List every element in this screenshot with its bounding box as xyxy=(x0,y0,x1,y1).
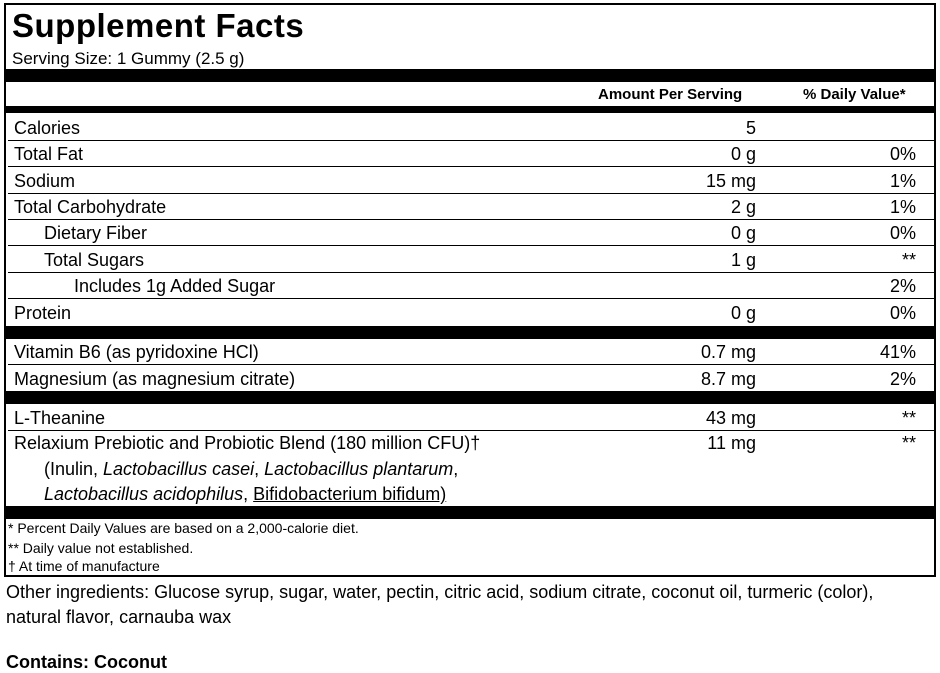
nutrient-row: Protein 0 g 0% xyxy=(8,300,934,326)
blend-ingredient: Bifidobacterium bifidum) xyxy=(253,484,447,504)
blend-name: Relaxium Prebiotic and Probiotic Blend (… xyxy=(14,433,481,453)
probiotic-blend-row: Relaxium Prebiotic and Probiotic Blend (… xyxy=(8,431,934,507)
nutrient-amount: 0.7 mg xyxy=(700,342,756,362)
nutrient-amount: 0 g xyxy=(730,303,756,323)
allergen-statement: Contains: Coconut xyxy=(6,652,167,672)
nutrient-dv: 1% xyxy=(889,171,916,191)
separator: , xyxy=(243,484,254,504)
nutrient-amount: 1 g xyxy=(730,250,756,270)
divider-thick xyxy=(6,69,934,82)
footnote: † At time of manufacture xyxy=(8,558,160,574)
nutrient-dv: ** xyxy=(901,408,916,428)
nutrient-row: Vitamin B6 (as pyridoxine HCl) 0.7 mg 41% xyxy=(8,339,934,365)
separator: , xyxy=(254,459,265,479)
blend-ingredients-line: (Inulin, Lactobacillus casei, Lactobacil… xyxy=(44,459,458,480)
separator: , xyxy=(453,459,459,479)
nutrient-amount: 5 xyxy=(745,118,756,138)
nutrient-name: L-Theanine xyxy=(14,408,106,428)
dv-header: % Daily Value* xyxy=(803,86,906,103)
nutrient-row: Dietary Fiber 0 g 0% xyxy=(8,220,934,246)
nutrient-name: Total Sugars xyxy=(44,250,145,270)
nutrient-row: Total Fat 0 g 0% xyxy=(8,141,934,167)
nutrient-name: Dietary Fiber xyxy=(44,223,148,243)
nutrient-amount: 0 g xyxy=(730,223,756,243)
nutrient-dv: 0% xyxy=(889,303,916,323)
footnote: * Percent Daily Values are based on a 2,… xyxy=(8,520,359,536)
nutrient-row: Magnesium (as magnesium citrate) 8.7 mg 2% xyxy=(8,366,934,392)
nutrient-dv: 1% xyxy=(889,197,916,217)
nutrient-row: Total Sugars 1 g ** xyxy=(8,247,934,273)
nutrient-dv: 0% xyxy=(889,223,916,243)
nutrient-row: Calories 5 xyxy=(8,115,934,141)
divider-thick xyxy=(6,106,934,113)
nutrient-name: Includes 1g Added Sugar xyxy=(74,276,276,296)
supplement-facts-panel: Supplement Facts Serving Size: 1 Gummy (… xyxy=(4,3,936,577)
nutrient-name: Calories xyxy=(14,118,81,138)
nutrient-dv: 2% xyxy=(889,369,916,389)
blend-dv: ** xyxy=(901,433,916,453)
divider-thick xyxy=(6,391,934,404)
blend-ingredients-line: Lactobacillus acidophilus, Bifidobacteri… xyxy=(44,484,446,505)
blend-amount: 11 mg xyxy=(707,433,756,453)
nutrient-amount: 15 mg xyxy=(705,171,756,191)
amount-header: Amount Per Serving xyxy=(598,86,743,103)
nutrient-name: Vitamin B6 (as pyridoxine HCl) xyxy=(14,342,259,362)
nutrient-dv: 41% xyxy=(879,342,916,362)
nutrient-dv: 2% xyxy=(889,276,916,296)
nutrient-amount: 8.7 mg xyxy=(700,369,756,389)
blend-ingredient: Lactobacillus plantarum xyxy=(264,459,454,479)
blend-ingredient: (Inulin, xyxy=(44,459,104,479)
nutrient-amount: 0 g xyxy=(730,144,756,164)
nutrient-name: Total Fat xyxy=(14,144,84,164)
footnote: ** Daily value not established. xyxy=(8,540,194,556)
nutrient-dv: 0% xyxy=(889,144,916,164)
nutrient-row: Sodium 15 mg 1% xyxy=(8,168,934,194)
divider-thick xyxy=(6,506,934,519)
nutrient-row: L-Theanine 43 mg ** xyxy=(8,405,934,431)
nutrient-dv: ** xyxy=(901,250,916,270)
nutrient-name: Sodium xyxy=(14,171,76,191)
other-ingredients: Other ingredients: Glucose syrup, sugar,… xyxy=(6,582,874,627)
blend-ingredient: Lactobacillus acidophilus xyxy=(44,484,244,504)
serving-size: Serving Size: 1 Gummy (2.5 g) xyxy=(12,49,245,68)
nutrient-name: Protein xyxy=(14,303,72,323)
blend-ingredient: Lactobacillus casei xyxy=(103,459,255,479)
nutrient-name: Total Carbohydrate xyxy=(14,197,167,217)
nutrient-row: Total Carbohydrate 2 g 1% xyxy=(8,194,934,220)
nutrient-name: Magnesium (as magnesium citrate) xyxy=(14,369,296,389)
nutrient-amount: 2 g xyxy=(730,197,756,217)
nutrient-row: Includes 1g Added Sugar 2% xyxy=(8,273,934,299)
panel-title: Supplement Facts xyxy=(12,7,305,44)
divider-thick xyxy=(6,326,934,339)
nutrient-amount: 43 mg xyxy=(705,408,756,428)
